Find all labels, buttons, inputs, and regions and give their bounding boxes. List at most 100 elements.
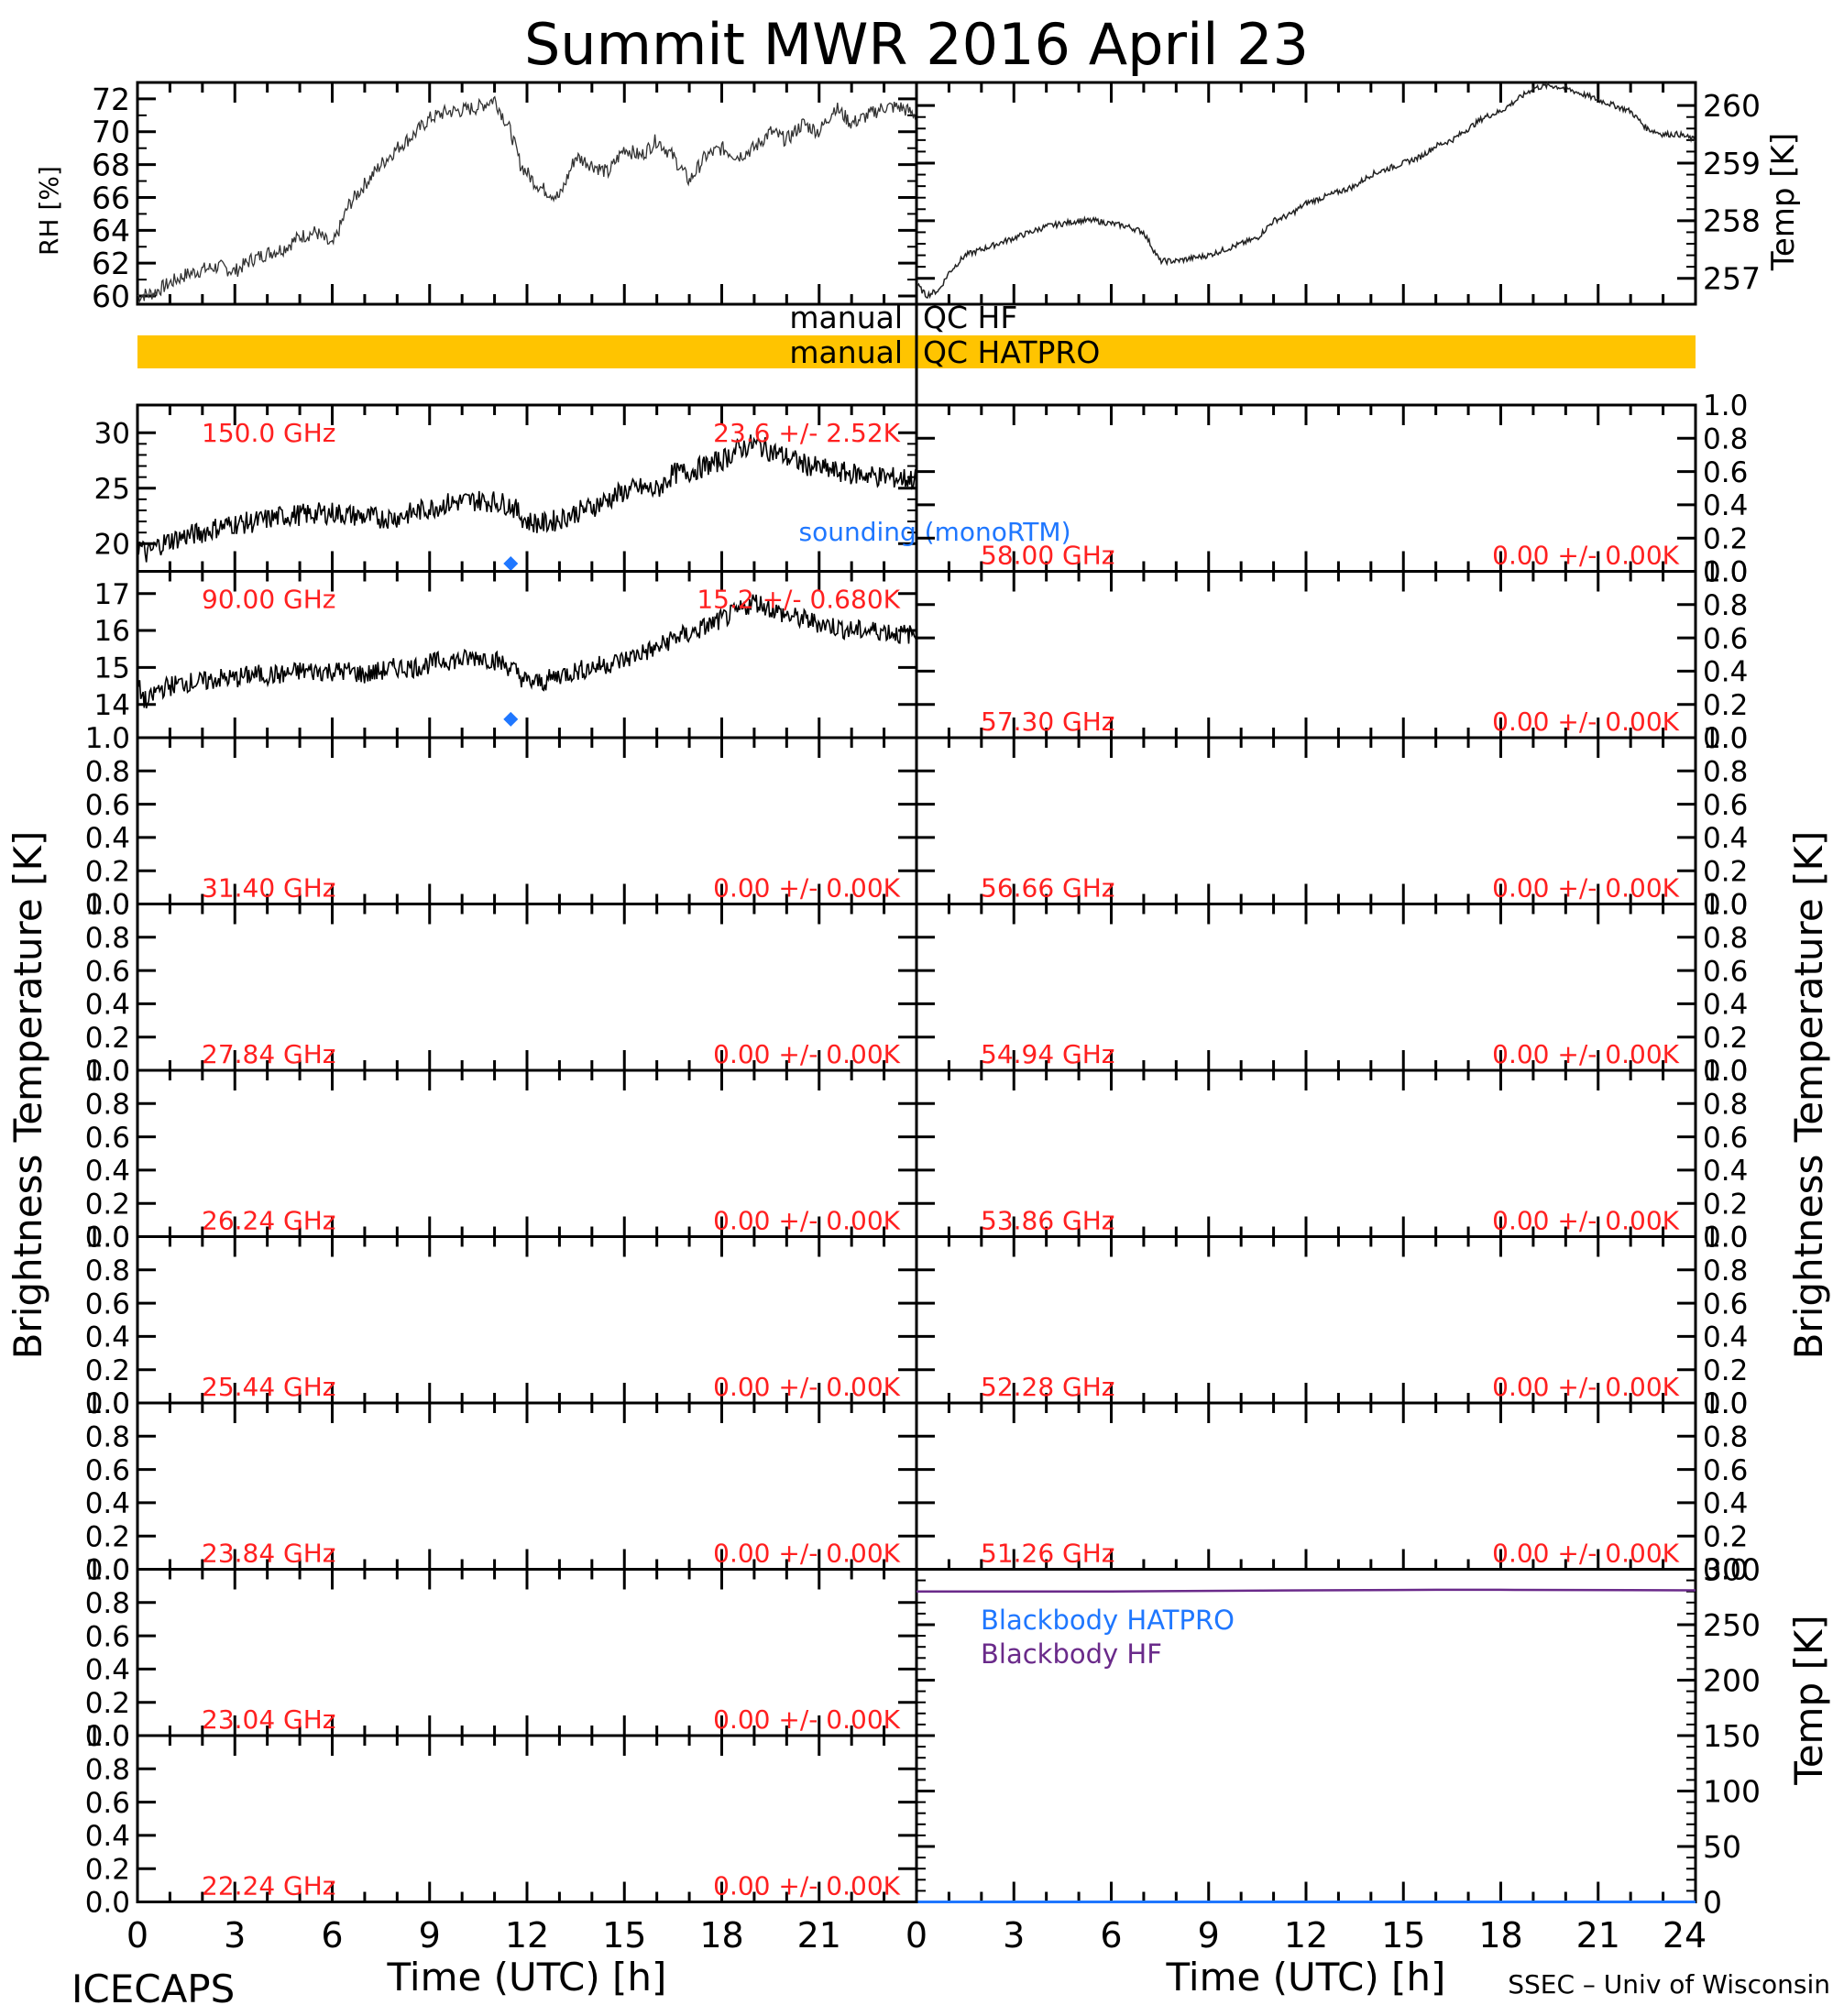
panel-ch5484: 0.00.20.40.60.81.054.94 GHz 0.00 +/- 0.00… bbox=[915, 889, 1748, 1088]
y-tick-label: 0.6 bbox=[1703, 456, 1748, 489]
x-tick-label: 18 bbox=[699, 1915, 743, 1956]
x-tick-label: 21 bbox=[1576, 1915, 1620, 1956]
y-tick-label: 0.0 bbox=[85, 1387, 130, 1420]
channel-label: 26.24 GHz bbox=[202, 1206, 336, 1236]
y-tick-label: 1.0 bbox=[1703, 1387, 1748, 1420]
y-tick-label: 14 bbox=[94, 689, 130, 722]
y-tick-label: 0.2 bbox=[1703, 1354, 1748, 1387]
panel-ch5730: 0.00.20.40.60.81.057.30 GHz 0.00 +/- 0.00… bbox=[915, 556, 1748, 755]
rh-ylabel: RH [%] bbox=[34, 166, 64, 256]
qc-hf-left-label: manual bbox=[789, 300, 903, 335]
y-tick-label: 0.2 bbox=[1703, 689, 1748, 722]
channel-label: 22.24 GHz bbox=[202, 1871, 336, 1901]
panel-frame bbox=[136, 81, 918, 306]
y-tick-label: 0.6 bbox=[1703, 789, 1748, 822]
xlabel-left: Time (UTC) [h] bbox=[387, 1955, 667, 2000]
y-tick-label: 0.2 bbox=[85, 1687, 130, 1720]
y-tick-label: 1.0 bbox=[1703, 1055, 1748, 1088]
y-tick-label: 66 bbox=[92, 180, 130, 215]
panel-ch3140: 0.00.20.40.60.81.031.40 GHz 0.00 +/- 0.00… bbox=[85, 722, 918, 922]
y-tick-label: 258 bbox=[1703, 203, 1761, 239]
y-tick-label: 0.0 bbox=[85, 1887, 130, 1920]
ch90-trace bbox=[137, 594, 917, 709]
y-tick-label: 0.6 bbox=[85, 1287, 130, 1320]
footer-icecaps: ICECAPS bbox=[71, 1967, 235, 2011]
y-tick-label: 64 bbox=[92, 213, 130, 248]
y-tick-label: 0.4 bbox=[85, 1820, 130, 1853]
right-bt-label: Brightness Temperature [K] bbox=[1786, 831, 1831, 1360]
y-tick-label: 0.8 bbox=[85, 755, 130, 788]
sounding-marker bbox=[503, 711, 519, 727]
y-tick-label: 0.6 bbox=[85, 1454, 130, 1487]
channel-stats: 0.00 +/- 0.00K bbox=[713, 1372, 900, 1402]
y-tick-label: 0.4 bbox=[1703, 822, 1748, 855]
y-tick-label: 0.0 bbox=[1703, 1055, 1748, 1088]
y-tick-label: 0.6 bbox=[85, 955, 130, 988]
qc-hatpro-right-label: QC HATPRO bbox=[923, 334, 1100, 370]
panel-ch2784: 0.00.20.40.60.81.027.84 GHz 0.00 +/- 0.00… bbox=[85, 889, 918, 1088]
y-tick-label: 0.6 bbox=[1703, 622, 1748, 655]
rh-line bbox=[137, 95, 917, 303]
y-tick-label: 0.6 bbox=[1703, 1122, 1748, 1155]
y-tick-label: 300 bbox=[1703, 1551, 1761, 1587]
y-tick-label: 0.8 bbox=[1703, 755, 1748, 788]
x-tick-label: 6 bbox=[1100, 1915, 1122, 1956]
channel-stats: 15.2 +/- 0.680K bbox=[697, 585, 900, 615]
y-tick-label: 30 bbox=[94, 417, 130, 450]
x-tick-label: 0 bbox=[126, 1915, 148, 1956]
y-tick-label: 0.0 bbox=[85, 1055, 130, 1088]
channel-label: 51.26 GHz bbox=[981, 1539, 1115, 1569]
y-tick-label: 100 bbox=[1703, 1773, 1761, 1809]
y-tick-label: 0.8 bbox=[1703, 1088, 1748, 1121]
y-tick-label: 0.2 bbox=[1703, 522, 1748, 555]
y-tick-label: 1.0 bbox=[1703, 1222, 1748, 1255]
y-tick-label: 0.0 bbox=[1703, 556, 1748, 589]
channel-stats: 0.00 +/- 0.00K bbox=[1492, 1206, 1679, 1236]
panel-ch2304: 0.00.20.40.60.81.023.04 GHz 0.00 +/- 0.00… bbox=[85, 1554, 918, 1753]
ch150-trace bbox=[137, 434, 917, 563]
blackbody-hf-line bbox=[916, 1588, 1696, 1593]
y-tick-label: 1.0 bbox=[85, 1720, 130, 1753]
panel-ch2544: 0.00.20.40.60.81.025.44 GHz 0.00 +/- 0.00… bbox=[85, 1222, 918, 1420]
y-tick-label: 0.0 bbox=[1703, 1222, 1748, 1255]
xlabel-right: Time (UTC) [h] bbox=[1166, 1955, 1446, 2000]
y-tick-label: 0.6 bbox=[85, 1122, 130, 1155]
channel-label: 23.04 GHz bbox=[202, 1704, 336, 1735]
channel-stats: 0.00 +/- 0.00K bbox=[1492, 1372, 1679, 1402]
y-tick-label: 17 bbox=[94, 578, 130, 611]
channel-stats: 23.6 +/- 2.52K bbox=[713, 418, 900, 448]
channel-stats: 0.00 +/- 0.00K bbox=[1492, 1539, 1679, 1569]
channel-panels: 20 25 30 sounding (monoRTM) 150.0 GHz 23.6 +/… bbox=[85, 389, 1761, 1920]
y-tick-label: 0.2 bbox=[1703, 1022, 1748, 1055]
x-tick-label: 9 bbox=[1198, 1915, 1220, 1956]
y-tick-label: 0.2 bbox=[85, 1853, 130, 1886]
figure-title: Summit MWR 2016 April 23 bbox=[524, 11, 1309, 78]
y-tick-label: 0.6 bbox=[85, 789, 130, 822]
channel-label: 31.40 GHz bbox=[202, 873, 336, 904]
qc-hf-right-label: QC HF bbox=[923, 300, 1017, 335]
footer-ssec: SSEC – Univ of Wisconsin bbox=[1508, 1969, 1830, 2000]
y-tick-label: 0.2 bbox=[85, 1354, 130, 1387]
y-tick-label: 20 bbox=[94, 528, 130, 561]
channel-label: 56.66 GHz bbox=[981, 873, 1115, 904]
y-tick-label: 200 bbox=[1703, 1662, 1761, 1698]
y-tick-label: 0 bbox=[1703, 1884, 1722, 1920]
panel-ch2624: 0.00.20.40.60.81.026.24 GHz 0.00 +/- 0.00… bbox=[85, 1055, 918, 1255]
channel-stats: 0.00 +/- 0.00K bbox=[713, 1704, 900, 1735]
panel-ch5666: 0.00.20.40.60.81.056.66 GHz 0.00 +/- 0.00… bbox=[915, 722, 1748, 922]
sounding-marker bbox=[503, 556, 519, 572]
legend-blackbody-hatpro: Blackbody HATPRO bbox=[981, 1605, 1235, 1636]
channel-label: 58.00 GHz bbox=[981, 541, 1115, 571]
y-tick-label: 1.0 bbox=[1703, 889, 1748, 922]
y-tick-label: 0.2 bbox=[85, 1520, 130, 1553]
left-bt-label: Brightness Temperature [K] bbox=[5, 831, 50, 1360]
y-tick-label: 0.0 bbox=[1703, 722, 1748, 755]
y-tick-label: 60 bbox=[92, 279, 130, 314]
temp-ylabel: Temp [K] bbox=[1765, 133, 1802, 271]
y-tick-label: 0.0 bbox=[1703, 1554, 1748, 1587]
qc-hatpro-left-label: manual bbox=[789, 334, 903, 370]
y-tick-label: 0.0 bbox=[1703, 889, 1748, 922]
y-tick-label: 0.4 bbox=[1703, 656, 1748, 689]
channel-label: 25.44 GHz bbox=[202, 1372, 336, 1402]
